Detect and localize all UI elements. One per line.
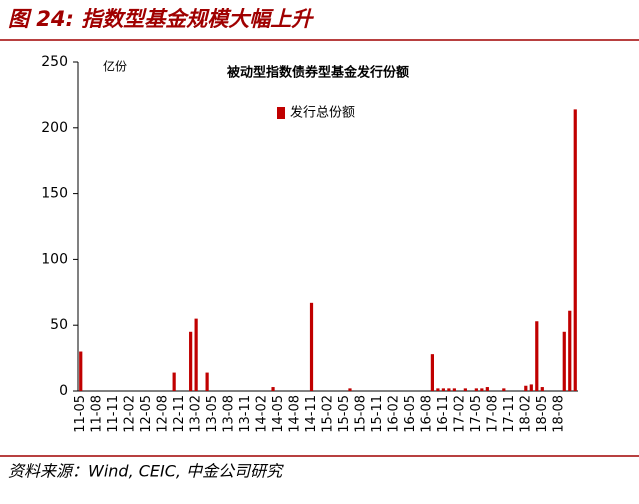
source: 资料来源：Wind, CEIC, 中金公司研究: [8, 462, 284, 481]
bar: [194, 318, 198, 391]
x-tick-label: 16-08: [419, 395, 434, 433]
bar: [205, 372, 209, 391]
x-tick-label: 17-08: [485, 395, 500, 433]
bar: [271, 387, 275, 391]
bar: [172, 372, 176, 391]
x-tick-label: 17-11: [502, 395, 517, 433]
x-tick-label: 14-05: [271, 395, 286, 433]
x-tick-label: 12-05: [139, 395, 154, 433]
x-tick-label: 16-11: [436, 395, 451, 433]
bar: [540, 387, 544, 391]
bar: [447, 388, 451, 391]
x-tick-label: 12-11: [172, 395, 187, 433]
bar: [430, 354, 434, 391]
y-tick-label: 250: [41, 54, 68, 70]
bar: [189, 331, 193, 391]
bar: [348, 388, 352, 391]
chart-title: 被动型指数债券型基金发行份额: [226, 65, 409, 81]
bar: [309, 302, 314, 391]
x-tick-label: 12-08: [156, 395, 171, 433]
bar: [529, 384, 533, 391]
bar: [485, 387, 489, 391]
x-tick-label: 14-08: [288, 395, 303, 433]
figure-title: 图 24: 指数型基金规模大幅上升: [8, 7, 314, 31]
x-tick-label: 11-08: [90, 395, 105, 433]
y-tick-label: 100: [41, 251, 68, 267]
x-tick-label: 14-02: [255, 395, 270, 433]
x-tick-label: 17-05: [469, 395, 484, 433]
x-tick-label: 18-08: [551, 395, 566, 433]
y-tick-label: 0: [59, 383, 68, 399]
bar: [441, 388, 445, 391]
x-tick-label: 13-08: [222, 395, 237, 433]
bar: [535, 321, 539, 391]
x-tick-label: 11-05: [73, 395, 88, 433]
bar: [436, 388, 440, 391]
bar: [79, 351, 83, 391]
bar: [562, 331, 566, 391]
bar: [463, 388, 467, 391]
x-tick-label: 15-08: [353, 395, 368, 433]
x-tick-label: 11-11: [106, 395, 121, 433]
y-tick-label: 150: [41, 186, 68, 202]
x-tick-label: 12-02: [123, 395, 138, 433]
bar: [502, 388, 506, 391]
x-tick-label: 15-11: [370, 395, 385, 433]
y-tick-label: 50: [50, 317, 68, 333]
x-tick-label: 16-02: [386, 395, 401, 433]
bar: [474, 388, 478, 391]
bar: [573, 109, 577, 391]
x-tick-label: 18-02: [518, 395, 533, 433]
bar: [452, 388, 456, 391]
legend-swatch: [277, 107, 285, 119]
x-tick-label: 13-05: [205, 395, 220, 433]
x-tick-label: 18-05: [535, 395, 550, 433]
x-tick-label: 15-05: [337, 395, 352, 433]
x-tick-label: 13-11: [238, 395, 253, 433]
y-tick-label: 200: [41, 120, 68, 136]
x-tick-label: 16-05: [403, 395, 418, 433]
x-tick-label: 17-02: [452, 395, 467, 433]
bar: [480, 388, 484, 391]
y-unit: 亿份: [103, 59, 127, 74]
bar: [524, 385, 528, 391]
bar: [568, 310, 572, 391]
x-tick-label: 13-02: [189, 395, 204, 433]
legend-label: 发行总份额: [290, 105, 355, 121]
x-tick-label: 14-11: [304, 395, 319, 433]
x-tick-label: 15-02: [321, 395, 336, 433]
